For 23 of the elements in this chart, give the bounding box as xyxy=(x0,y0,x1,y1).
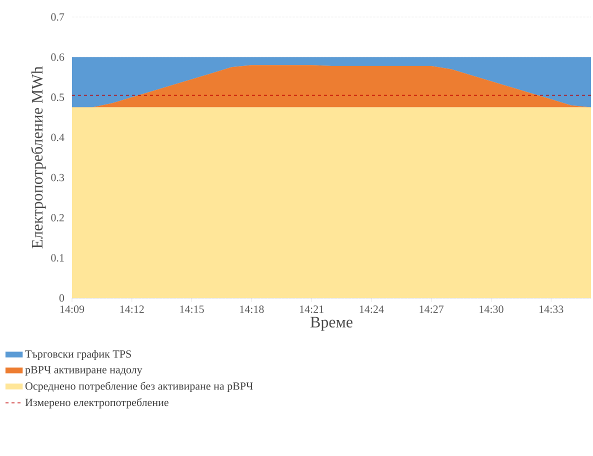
y-axis-title: Електропотребление MWh xyxy=(31,66,46,248)
x-axis-title: Време xyxy=(310,316,352,331)
legend-label: Търговски график TPS xyxy=(25,350,131,360)
y-tick-label: 0 xyxy=(59,294,64,302)
y-tick-label: 0.1 xyxy=(51,254,64,262)
x-tick-label: 14:27 xyxy=(420,306,444,313)
x-tick-label: 14:09 xyxy=(60,306,84,314)
y-tick-label: 0.3 xyxy=(51,174,64,182)
y-tick-label: 0.7 xyxy=(51,13,64,21)
y-tick-label: 0.6 xyxy=(51,53,64,61)
x-tick-label: 14:30 xyxy=(480,306,504,314)
y-tick-label: 0.2 xyxy=(51,214,64,222)
legend-label: Осреднено потребление без активиране на рВРЧ xyxy=(25,382,253,392)
legend-label: Измерено електропотребление xyxy=(25,398,168,408)
y-tick-label: 0.5 xyxy=(51,94,64,102)
y-tick-label: 0.4 xyxy=(51,134,64,142)
x-tick-label: 14:12 xyxy=(120,306,144,313)
x-tick-label: 14:21 xyxy=(300,306,324,313)
x-tick-label: 14:15 xyxy=(180,306,204,313)
x-tick-label: 14:24 xyxy=(360,306,384,313)
x-tick-label: 14:33 xyxy=(540,306,564,313)
legend-label: рВРЧ активиране надолу xyxy=(25,366,142,376)
x-tick-label: 14:18 xyxy=(240,306,264,314)
